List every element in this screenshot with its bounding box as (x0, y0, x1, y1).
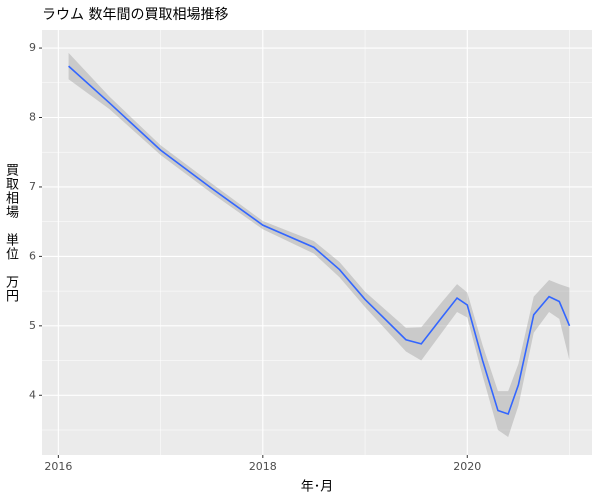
plot-panel (42, 30, 592, 455)
y-tick-label: 8 (29, 111, 36, 124)
y-tick-label: 7 (29, 180, 36, 193)
confidence-band (68, 52, 570, 437)
y-axis-label: 買取相場 単位 万円 (3, 163, 18, 303)
y-tick-label: 5 (29, 319, 36, 332)
y-tick-label: 6 (29, 249, 36, 262)
x-tick-label: 2018 (249, 460, 277, 473)
y-tick-label: 4 (29, 388, 36, 401)
x-tick-label: 2016 (44, 460, 72, 473)
chart-title: ラウム 数年間の買取相場推移 (42, 7, 228, 23)
x-tick-label: 2020 (453, 460, 481, 473)
x-axis-label: 年･月 (301, 480, 334, 495)
trend-line (68, 65, 571, 416)
y-tick-label: 9 (29, 41, 36, 54)
